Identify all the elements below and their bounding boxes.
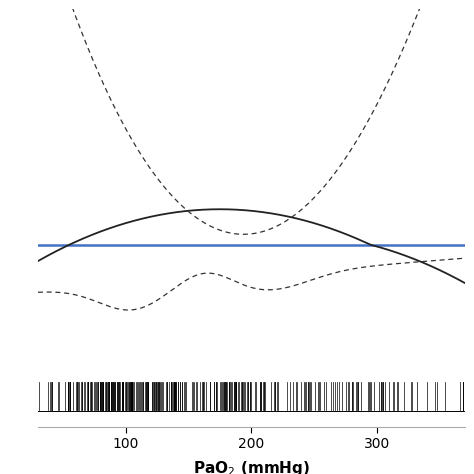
X-axis label: PaO$_2$ (mmHg): PaO$_2$ (mmHg) xyxy=(192,459,310,474)
